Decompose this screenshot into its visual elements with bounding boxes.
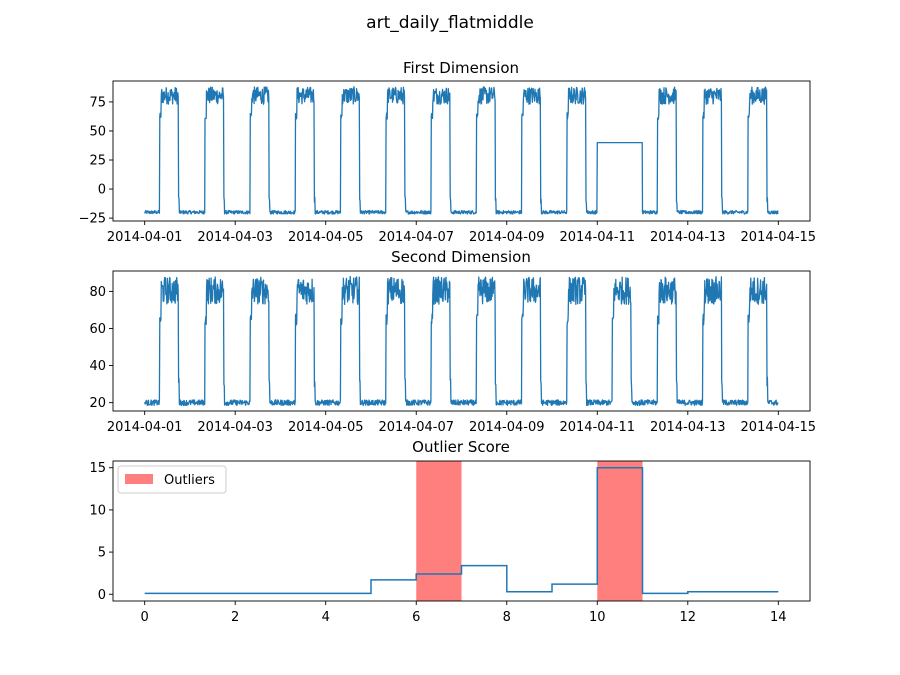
first-dimension-ytick-label: −25 <box>79 212 106 227</box>
second-dimension-frame <box>112 270 811 412</box>
second-dimension-xtick-label: 2014-04-07 <box>378 420 454 435</box>
first-dimension-xtick-label: 2014-04-01 <box>107 230 183 245</box>
outlier-score-xtick-label: 12 <box>680 610 697 625</box>
second-dimension-xtick-label: 2014-04-15 <box>741 420 817 435</box>
outlier-score-ytick-label: 0 <box>98 588 106 603</box>
outlier-score-ytick-label: 15 <box>89 461 106 476</box>
first-dimension-ytick-label: 50 <box>89 124 106 139</box>
panel-title-second-dimension: Second Dimension <box>391 248 531 266</box>
second-dimension-xtick-label: 2014-04-05 <box>288 420 364 435</box>
panel-first-dimension: First Dimension 2014-04-01 2014-04-03 2014… <box>79 59 817 245</box>
outlier-score-xtick-label: 6 <box>412 610 420 625</box>
first-dimension-xtick-label: 2014-04-15 <box>741 230 817 245</box>
second-dimension-xtick-label: 2014-04-11 <box>559 420 635 435</box>
first-dimension-series-line <box>144 86 779 215</box>
outlier-span-1 <box>597 461 643 601</box>
outlier-score-xtick-label: 10 <box>589 610 606 625</box>
second-dimension-xtick-label: 2014-04-09 <box>469 420 545 435</box>
first-dimension-xtick-label: 2014-04-09 <box>469 230 545 245</box>
outlier-score-frame <box>112 460 811 602</box>
panel-second-dimension: Second Dimension 2014-04-01 2014-04-03 201… <box>89 248 816 435</box>
outlier-score-xtick-label: 0 <box>141 610 149 625</box>
legend-swatch-outliers <box>125 474 153 484</box>
figure-title: art_daily_flatmiddle <box>366 13 534 33</box>
legend-box <box>117 465 227 494</box>
panel-outlier-score: Outlier Score 0 2 4 6 8 10 12 14 0 5 10 15 Outliers <box>89 438 811 625</box>
first-dimension-ytick-label: 0 <box>98 183 106 198</box>
first-dimension-xtick-label: 2014-04-03 <box>197 230 273 245</box>
plot-area-outlier-score: 0 2 4 6 8 10 12 14 0 5 10 15 <box>89 460 811 625</box>
first-dimension-xtick-label: 2014-04-05 <box>288 230 364 245</box>
panel-title-first-dimension: First Dimension <box>403 59 519 77</box>
outlier-score-xtick-label: 4 <box>322 610 330 625</box>
panel-title-outlier-score: Outlier Score <box>412 438 510 456</box>
first-dimension-frame <box>112 80 811 222</box>
plot-area-first-dimension: 2014-04-01 2014-04-03 2014-04-05 2014-04-07… <box>79 80 817 245</box>
second-dimension-ytick-label: 80 <box>89 285 106 300</box>
outlier-score-xtick-label: 8 <box>503 610 511 625</box>
outlier-span-0 <box>416 461 462 601</box>
outlier-score-xtick-label: 14 <box>770 610 787 625</box>
legend-label-outliers: Outliers <box>164 473 215 488</box>
outlier-score-ytick-label: 5 <box>98 546 106 561</box>
first-dimension-ytick-label: 75 <box>89 95 106 110</box>
outlier-score-line <box>144 466 779 595</box>
outlier-score-ytick-label: 10 <box>89 503 106 518</box>
second-dimension-ytick-label: 60 <box>89 322 106 337</box>
second-dimension-ytick-label: 40 <box>89 359 106 374</box>
first-dimension-xtick-label: 2014-04-07 <box>378 230 454 245</box>
outlier-score-xtick-label: 2 <box>231 610 239 625</box>
second-dimension-xtick-label: 2014-04-01 <box>107 420 183 435</box>
first-dimension-xtick-label: 2014-04-11 <box>559 230 635 245</box>
legend: Outliers <box>117 465 227 494</box>
first-dimension-xtick-label: 2014-04-13 <box>650 230 726 245</box>
second-dimension-xtick-label: 2014-04-13 <box>650 420 726 435</box>
second-dimension-series-line <box>144 276 779 407</box>
second-dimension-xtick-label: 2014-04-03 <box>197 420 273 435</box>
plot-area-second-dimension: 2014-04-01 2014-04-03 2014-04-05 2014-04-07… <box>89 270 817 435</box>
second-dimension-ytick-label: 20 <box>89 396 106 411</box>
first-dimension-ytick-label: 25 <box>89 154 106 169</box>
